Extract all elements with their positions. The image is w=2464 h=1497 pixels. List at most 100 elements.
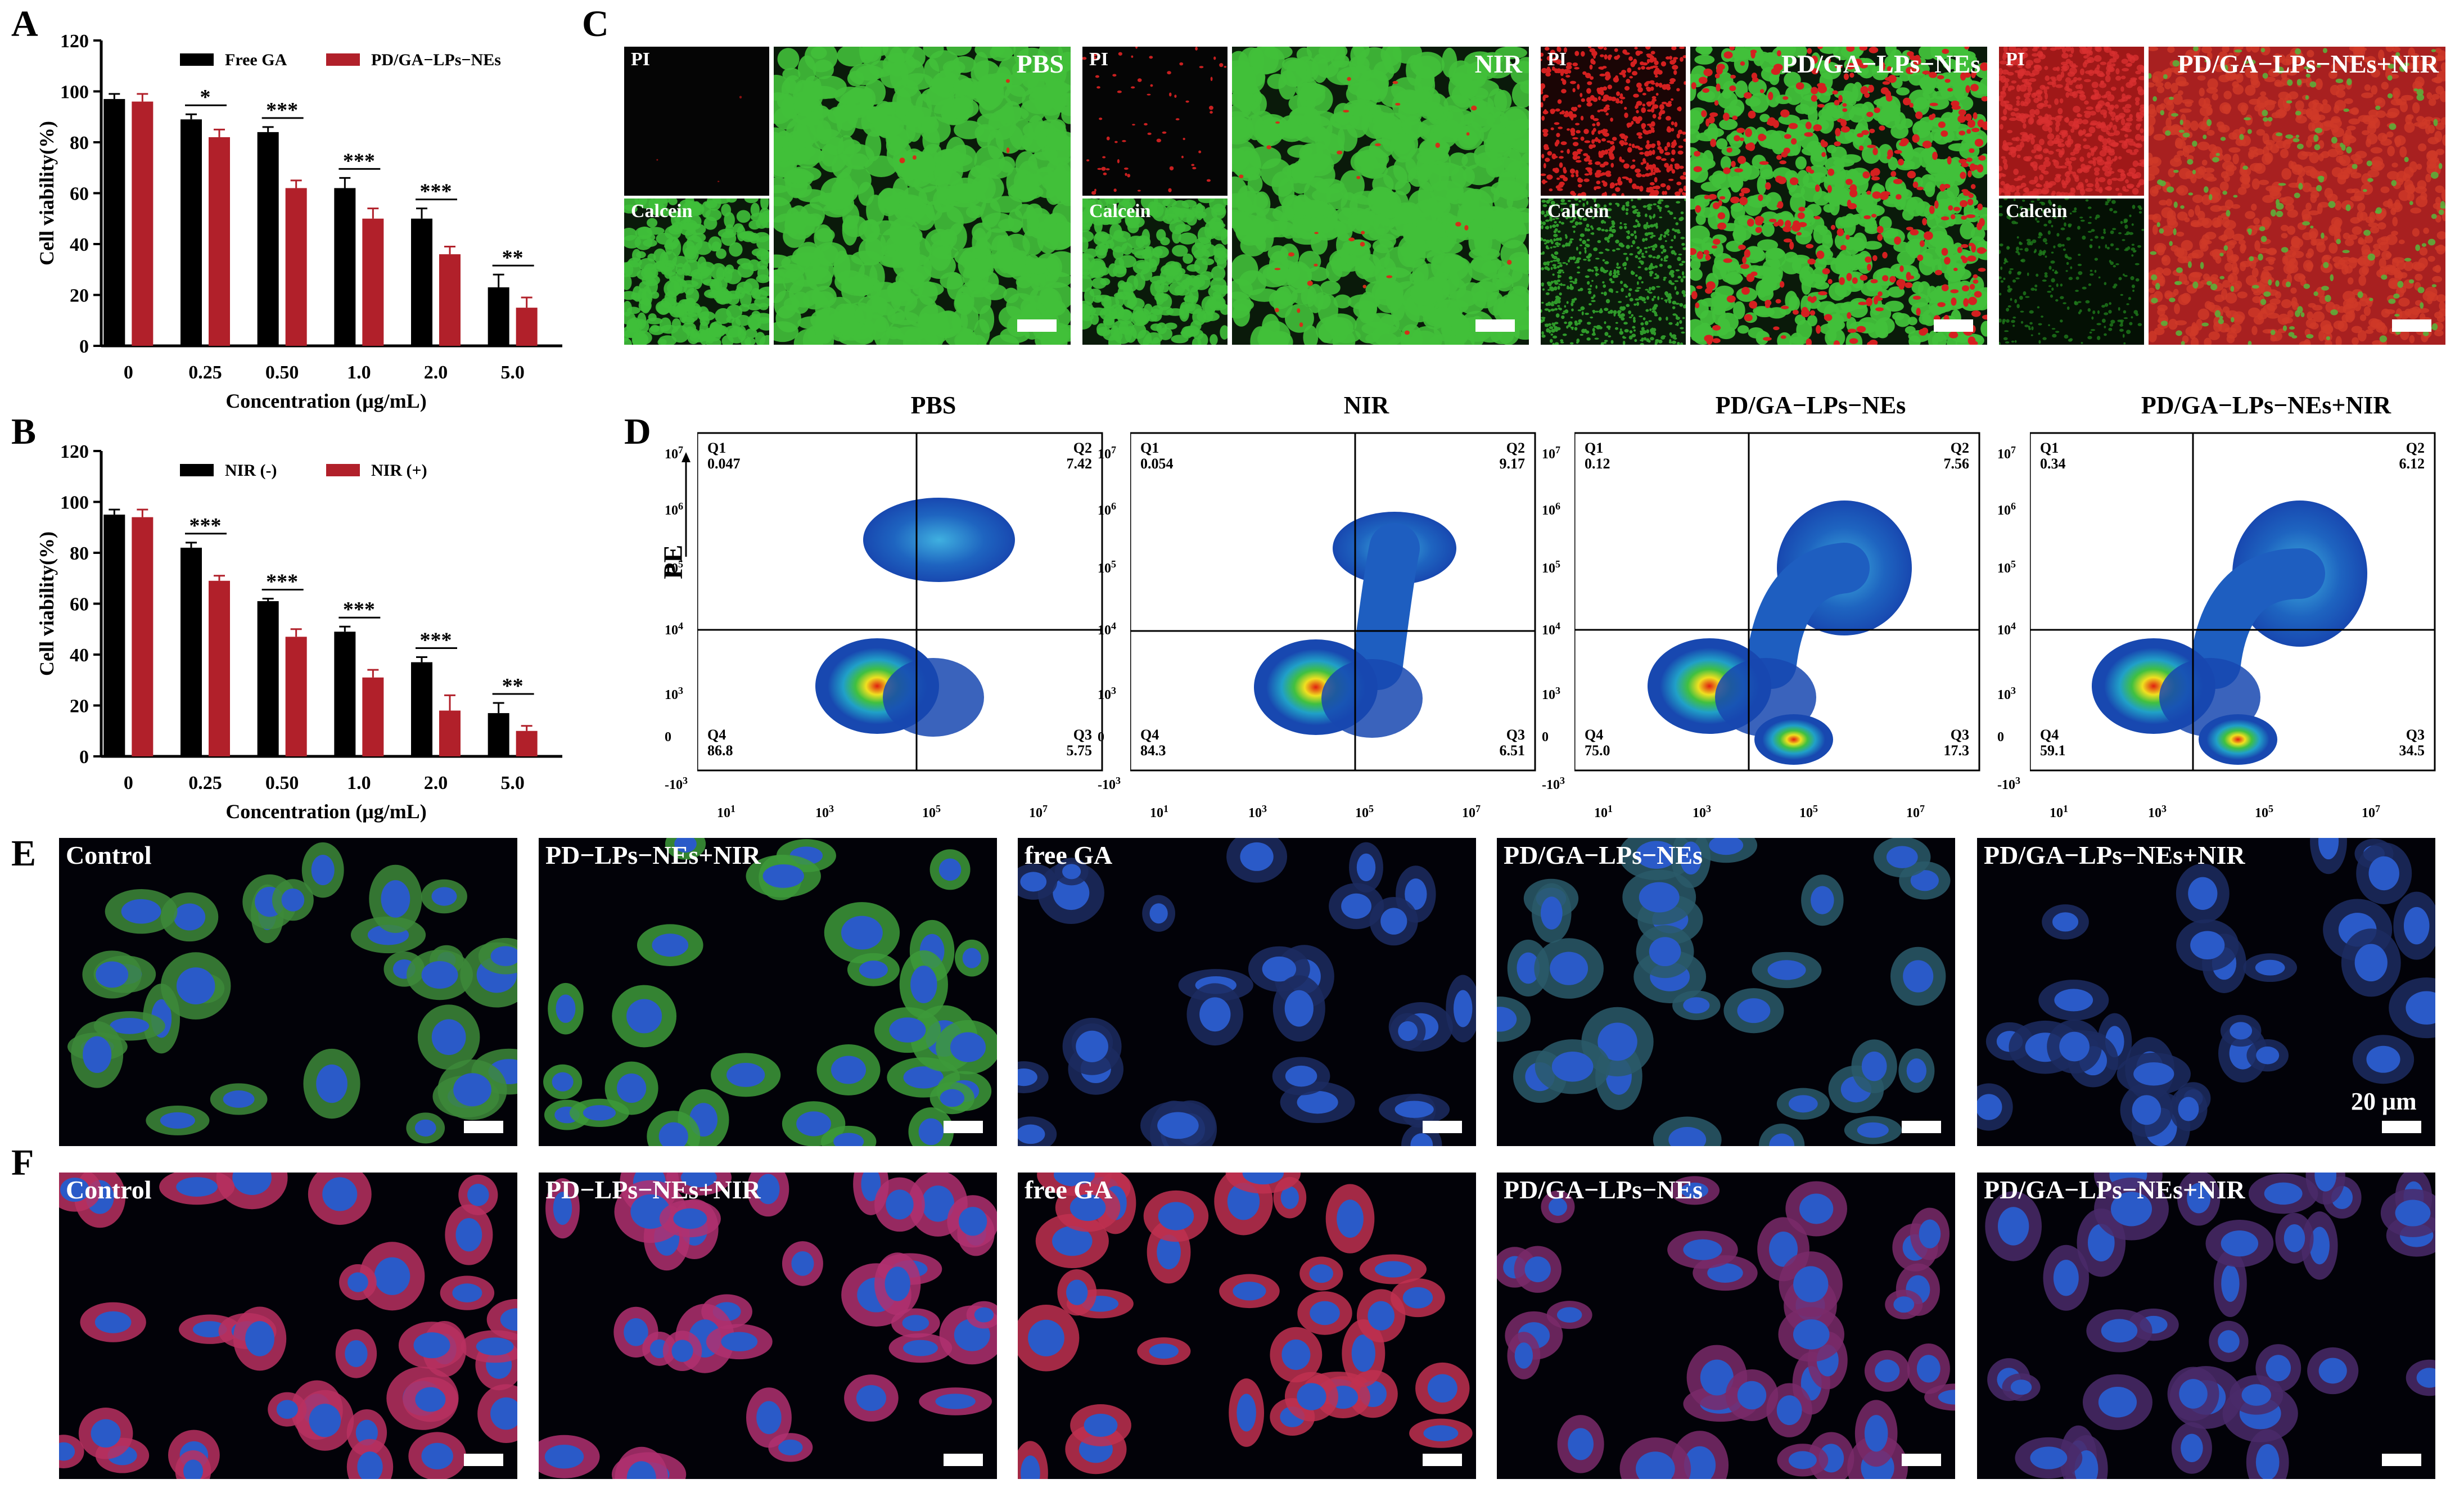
cell — [1611, 228, 1616, 233]
cell — [1642, 238, 1645, 242]
cell — [2015, 136, 2020, 142]
cell — [1599, 164, 1605, 168]
cell — [2108, 132, 2115, 137]
cell — [1555, 108, 1560, 112]
cell — [991, 47, 1016, 58]
cell — [1618, 242, 1623, 247]
cell — [1429, 307, 1463, 327]
cell — [1042, 58, 1067, 88]
cell — [2069, 67, 2077, 75]
cell — [1232, 215, 1253, 236]
cell — [1180, 209, 1195, 223]
cell — [1507, 118, 1529, 151]
cell — [2007, 107, 2014, 111]
cell — [2111, 143, 2118, 147]
cell — [1545, 210, 1549, 215]
cell — [2007, 71, 2014, 76]
cell — [2104, 161, 2111, 168]
cell — [2014, 48, 2023, 56]
cell — [1702, 88, 1710, 93]
cell — [2036, 220, 2040, 223]
cell — [1558, 307, 1561, 310]
cell — [2014, 191, 2020, 196]
cell — [1978, 268, 1986, 272]
bar — [439, 254, 461, 346]
cell — [1588, 162, 1593, 165]
cell — [1144, 123, 1148, 126]
cell — [1619, 222, 1622, 224]
cell — [2097, 336, 2101, 340]
legend-swatch — [326, 464, 360, 476]
cell — [2104, 326, 2106, 328]
cell — [1671, 128, 1675, 132]
cell — [1680, 57, 1684, 62]
cell — [739, 96, 742, 99]
cell — [1596, 181, 1601, 184]
cell — [1620, 96, 1626, 100]
cell — [2131, 284, 2135, 288]
cell — [2117, 169, 2124, 173]
cell — [1147, 132, 1152, 136]
legend-label: NIR (-) — [225, 461, 277, 480]
cell — [1637, 199, 1642, 200]
cell — [1664, 240, 1667, 242]
cell — [1734, 168, 1743, 173]
cell — [2044, 113, 2049, 120]
cell — [2043, 250, 2046, 254]
cell — [1664, 205, 1669, 208]
cell — [1960, 255, 1966, 260]
cell — [2120, 173, 2127, 180]
cell — [1974, 138, 1984, 147]
cell — [741, 263, 754, 270]
cell — [1690, 248, 1697, 255]
cell — [2100, 236, 2105, 240]
cell — [1562, 271, 1565, 273]
cell — [1559, 220, 1562, 224]
cell — [1557, 286, 1560, 290]
cell — [1809, 310, 1816, 316]
cell — [1845, 237, 1861, 255]
cell — [940, 229, 958, 248]
cell — [1627, 67, 1632, 73]
cell — [1628, 143, 1632, 146]
bar — [132, 101, 154, 346]
cell — [1546, 174, 1553, 180]
cell — [1558, 274, 1562, 278]
cell — [1930, 47, 1941, 60]
cell — [1572, 225, 1576, 228]
cell — [1553, 300, 1558, 305]
cell — [1712, 338, 1721, 344]
cell — [1973, 279, 1979, 284]
cell — [1556, 258, 1560, 263]
cell — [2027, 85, 2033, 93]
cell — [1546, 56, 1551, 61]
cell — [1858, 145, 1864, 151]
cell — [1580, 93, 1583, 97]
cell — [1586, 201, 1588, 205]
cell — [1550, 49, 1555, 55]
cell — [2007, 285, 2010, 289]
cell — [1113, 188, 1117, 192]
cell — [2050, 117, 2056, 120]
cell — [899, 157, 905, 164]
cell — [1827, 278, 1833, 285]
cell — [1048, 222, 1071, 250]
y-tick-label: 20 — [70, 286, 89, 306]
cell — [1867, 341, 1874, 345]
cell — [1049, 188, 1071, 205]
merged-image: PBS — [774, 47, 1071, 345]
merged-image: PD/GA−LPs−NEs+NIR — [2149, 47, 2445, 345]
cell — [2088, 283, 2092, 286]
cell — [1093, 53, 1098, 57]
cell — [1617, 273, 1621, 276]
cell — [1929, 290, 1949, 302]
cell — [1839, 277, 1845, 285]
cell — [1674, 286, 1677, 291]
cell — [1929, 102, 1938, 106]
cell — [952, 183, 980, 200]
cell — [1288, 252, 1294, 257]
cell — [1558, 297, 1562, 300]
cell — [1732, 301, 1745, 319]
cell — [1560, 208, 1563, 212]
cell — [1574, 67, 1580, 70]
